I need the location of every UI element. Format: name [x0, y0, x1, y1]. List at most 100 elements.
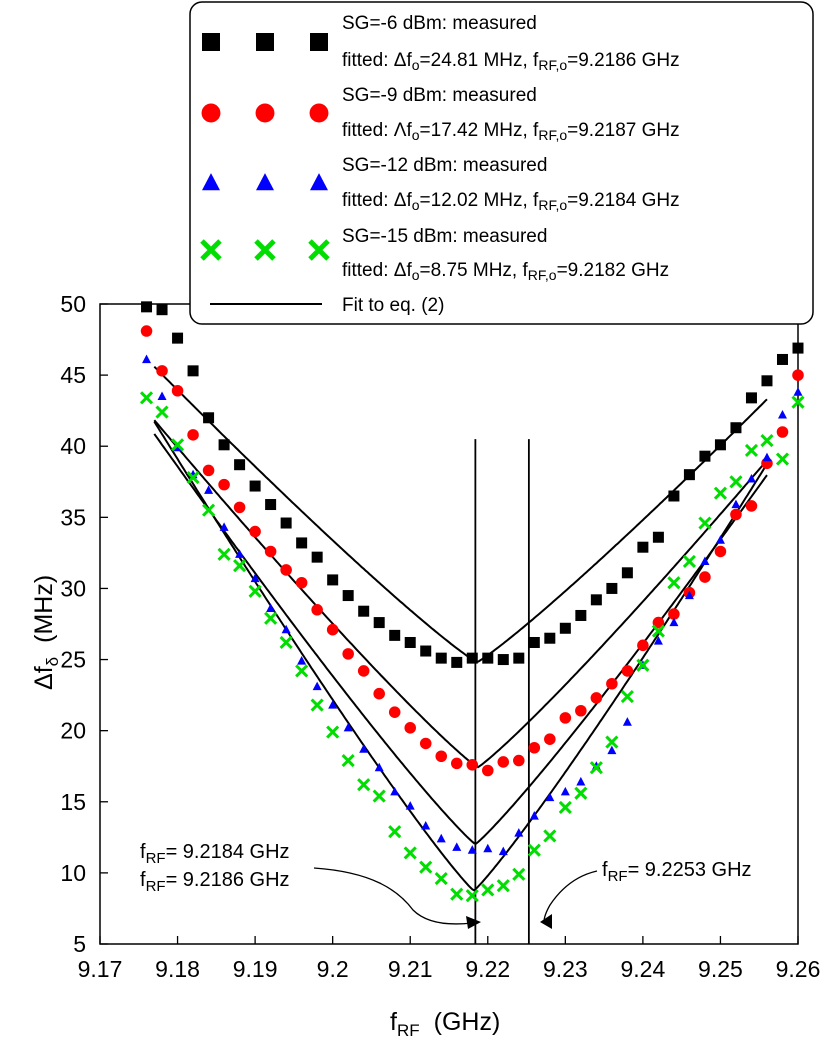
data-point — [141, 301, 153, 313]
legend-s9-fitted: fitted: Λfo=17.42 MHz, fRF,o=9.2187 GHz — [342, 120, 680, 143]
x-tick-label: 9.19 — [233, 956, 278, 982]
data-point — [280, 564, 292, 576]
data-point — [745, 392, 757, 404]
x-axis-title: fRF (GHz) — [390, 1008, 500, 1040]
data-point — [404, 636, 416, 648]
vertical-reference-lines — [474, 439, 530, 944]
data-point — [327, 574, 339, 586]
data-point — [559, 712, 572, 724]
data-point — [436, 833, 446, 843]
legend-symbol-s15 — [254, 239, 276, 261]
data-point — [311, 604, 323, 616]
data-point — [342, 590, 354, 602]
data-point — [652, 616, 665, 629]
data-point — [373, 687, 385, 700]
data-point — [172, 332, 184, 344]
data-point — [388, 825, 402, 839]
data-point — [683, 469, 695, 481]
data-point — [481, 883, 495, 897]
data-point — [249, 480, 261, 492]
data-point — [482, 652, 494, 664]
data-point — [668, 490, 680, 502]
data-point — [171, 384, 184, 397]
data-point — [234, 459, 246, 471]
data-point — [513, 652, 525, 664]
data-point — [419, 860, 433, 874]
y-tick-label: 30 — [60, 575, 86, 601]
data-point — [700, 556, 710, 566]
data-point — [203, 412, 215, 424]
data-point — [684, 590, 694, 600]
y-tick-label: 25 — [60, 647, 86, 673]
data-point — [204, 485, 214, 494]
data-point — [513, 754, 525, 767]
data-point — [793, 387, 803, 396]
y-tick-label: 20 — [60, 718, 86, 744]
data-point — [405, 801, 415, 810]
x-tick-label: 9.26 — [776, 956, 821, 982]
data-point — [496, 879, 510, 893]
data-point — [498, 846, 508, 856]
data-point — [605, 735, 619, 749]
legend-s15-fitted: fitted: Δfo=8.75 MHz, fRF,o=9.2182 GHz — [342, 260, 669, 283]
data-point — [233, 501, 246, 514]
data-point — [295, 664, 309, 678]
legend-symbol-s6 — [256, 33, 274, 51]
data-point — [218, 439, 230, 451]
data-point — [668, 608, 680, 620]
data-point — [452, 842, 462, 851]
data-point — [328, 700, 338, 709]
data-point — [607, 745, 617, 755]
data-point — [357, 778, 371, 792]
data-point — [155, 405, 169, 419]
data-point — [421, 821, 431, 830]
data-point — [761, 375, 773, 387]
data-point — [715, 535, 725, 544]
data-point — [622, 717, 632, 726]
y-axis-title: Δfδ(MHz) — [30, 575, 62, 690]
data-point — [217, 547, 231, 561]
data-point — [527, 843, 541, 857]
data-point — [419, 737, 432, 750]
data-point — [731, 499, 741, 509]
data-point — [420, 645, 432, 657]
data-point — [465, 889, 479, 903]
data-point — [636, 658, 650, 672]
data-point — [372, 789, 386, 803]
data-point — [467, 845, 477, 854]
data-point — [280, 517, 292, 529]
data-point — [389, 629, 401, 641]
data-point — [140, 325, 153, 337]
data-point — [545, 792, 555, 802]
series-s15 — [139, 391, 805, 903]
data-point — [776, 353, 788, 365]
data-point — [142, 354, 152, 364]
data-point — [264, 611, 278, 625]
x-tick-label: 9.24 — [621, 956, 666, 982]
fit-curve-s9 — [153, 419, 768, 769]
data-point — [760, 433, 774, 448]
data-point — [699, 571, 711, 583]
data-point — [233, 559, 247, 573]
y-tick-label: 35 — [60, 504, 86, 530]
data-point — [637, 639, 649, 652]
data-point — [575, 704, 587, 717]
data-point — [497, 654, 509, 666]
data-point — [544, 632, 556, 644]
x-tick-label: 9.17 — [78, 956, 123, 982]
data-point — [296, 537, 308, 549]
legend-symbol-s12 — [310, 173, 328, 191]
fit-curve-s12 — [153, 433, 768, 845]
annotations: fRF= 9.2184 GHz fRF= 9.2186 GHz fRF= 9.2… — [140, 841, 752, 929]
data-point — [637, 541, 649, 553]
data-point — [139, 391, 154, 405]
data-point — [714, 439, 726, 451]
data-point — [620, 689, 634, 704]
data-point — [219, 522, 229, 531]
y-tick-label: 45 — [60, 362, 86, 388]
data-point — [450, 757, 463, 770]
x-tick-label: 9.21 — [388, 956, 433, 982]
data-point — [558, 800, 572, 815]
data-point — [326, 725, 340, 739]
data-point — [482, 764, 494, 777]
